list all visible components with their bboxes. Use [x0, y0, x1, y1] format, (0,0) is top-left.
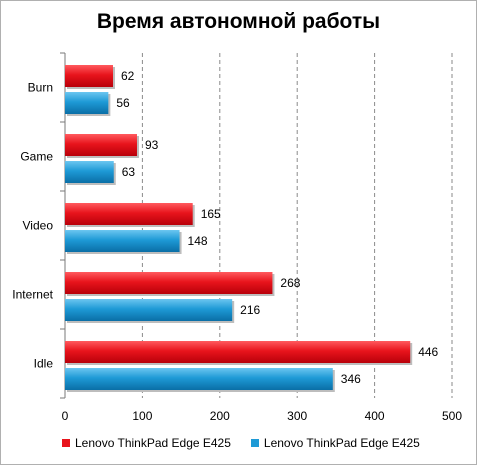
x-tick-label: 100 — [132, 409, 152, 423]
category-label: Game — [20, 150, 53, 164]
bar-series-2 — [65, 230, 180, 252]
bar-series-2 — [65, 368, 333, 390]
legend-swatch-series-1 — [62, 439, 70, 447]
grid — [60, 52, 453, 399]
x-tick-label: 200 — [210, 409, 230, 423]
legend-label-series-1: Lenovo ThinkPad Edge E425 — [75, 436, 231, 450]
legend: Lenovo ThinkPad Edge E425 Lenovo ThinkPa… — [62, 436, 420, 450]
category-label: Idle — [34, 357, 54, 371]
legend-swatch-series-2 — [250, 439, 259, 447]
bar-series-1 — [65, 134, 137, 156]
bar-value-label: 216 — [240, 303, 260, 317]
legend-item-series-2: Lenovo ThinkPad Edge E425 — [250, 436, 420, 450]
bar-value-label: 93 — [145, 138, 159, 152]
bar-value-label: 165 — [201, 207, 221, 221]
x-tick-label: 500 — [442, 409, 462, 423]
bar-series-2 — [65, 92, 109, 114]
bar-value-label: 148 — [188, 234, 208, 248]
bar-value-label: 63 — [122, 165, 136, 179]
bar-value-label: 268 — [280, 276, 300, 290]
bar-series-1 — [65, 203, 193, 225]
bar-series-1 — [65, 272, 273, 294]
bar-series-2 — [65, 299, 233, 321]
bars — [65, 65, 413, 392]
bar-series-1 — [65, 341, 411, 363]
x-tick-label: 0 — [62, 409, 69, 423]
x-tick-label: 300 — [287, 409, 307, 423]
bar-value-label: 56 — [116, 96, 130, 110]
bar-value-label: 62 — [121, 69, 135, 83]
category-label: Burn — [28, 81, 53, 95]
x-tick-label: 400 — [365, 409, 385, 423]
category-label: Internet — [12, 288, 53, 302]
bar-value-label: 446 — [418, 345, 438, 359]
bar-series-2 — [65, 161, 114, 183]
legend-label-series-2: Lenovo ThinkPad Edge E425 — [263, 436, 420, 450]
chart-title: Время автономной работы — [96, 10, 381, 33]
category-label: Video — [23, 219, 54, 233]
legend-item-series-1: Lenovo ThinkPad Edge E425 — [62, 436, 231, 450]
labels: 0 100 200 300 400 500 Burn 62 56 Game 93 63 Video 165… — [12, 69, 462, 423]
bar-value-label: 346 — [341, 372, 361, 386]
bar-series-1 — [65, 65, 113, 87]
